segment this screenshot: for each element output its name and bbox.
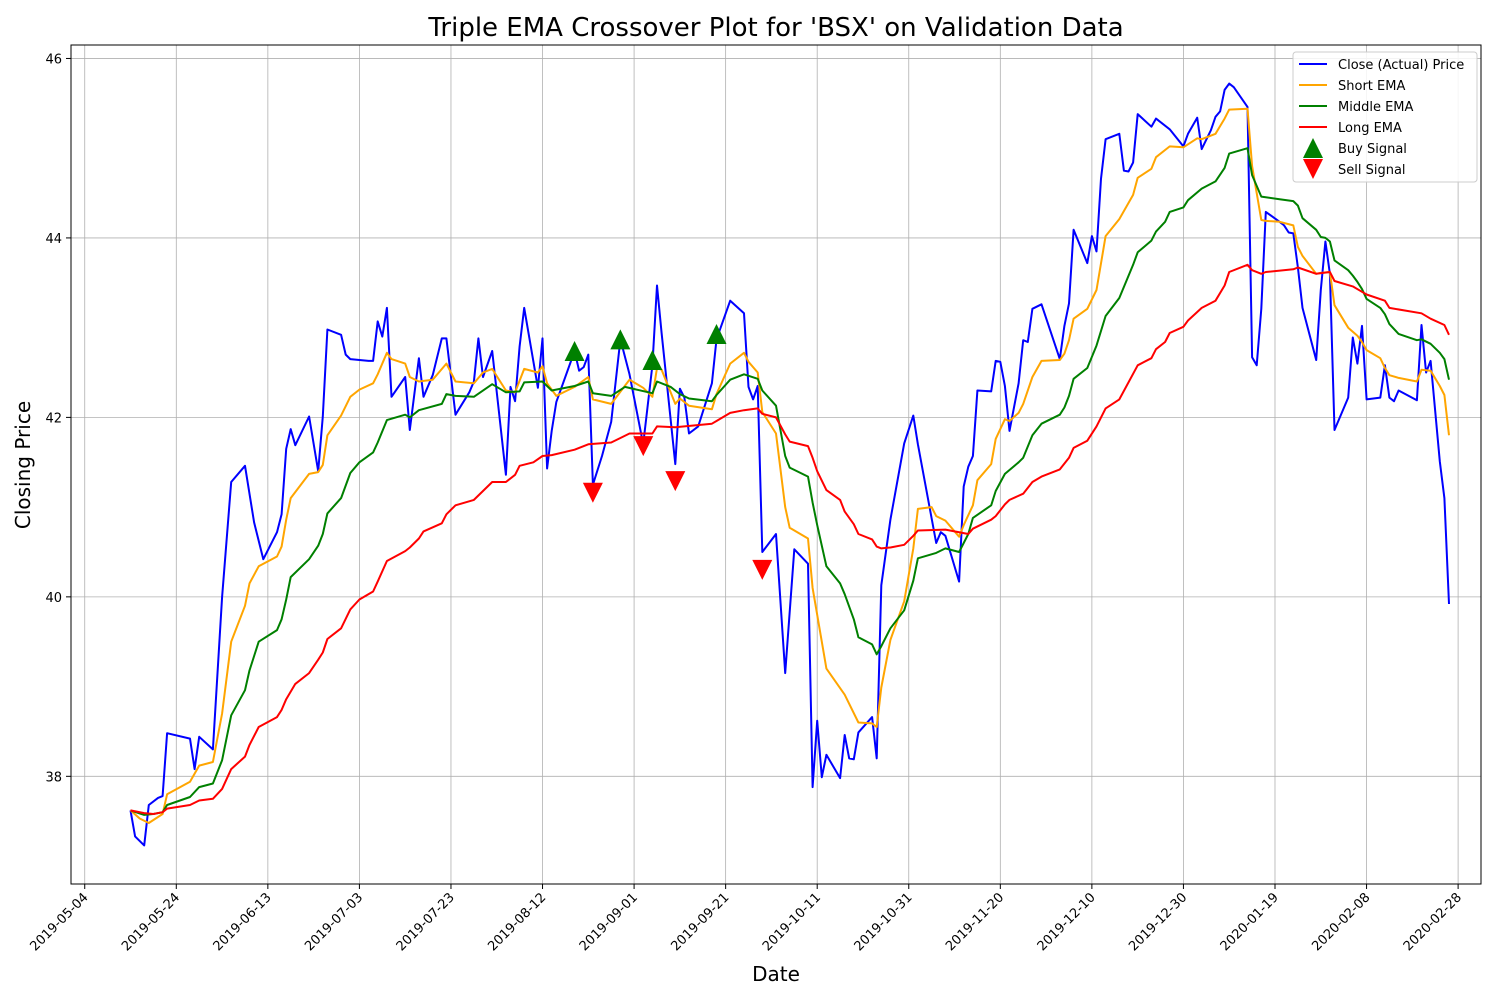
legend-label: Sell Signal xyxy=(1338,163,1406,178)
y-tick-label: 46 xyxy=(45,52,62,67)
series-lines xyxy=(129,82,1450,847)
legend-label: Long EMA xyxy=(1338,121,1402,136)
sell-signal-marker xyxy=(665,471,686,492)
y-tick-label: 44 xyxy=(45,232,62,247)
legend-marker xyxy=(1303,138,1323,158)
x-axis-title: Date xyxy=(752,962,800,986)
legend-label: Middle EMA xyxy=(1338,100,1414,115)
legend-label: Short EMA xyxy=(1338,79,1405,94)
y-axis-ticks: 38 40 42 44 46 xyxy=(45,52,71,785)
buy-signal-marker xyxy=(706,323,727,344)
sell-signal-marker xyxy=(752,559,773,580)
series-line-short-ema xyxy=(129,107,1450,824)
series-line-close-actual-price xyxy=(129,82,1450,847)
signal-markers xyxy=(564,323,773,580)
legend-box xyxy=(1292,51,1478,183)
buy-signal-marker xyxy=(610,329,631,350)
series-line-middle-ema xyxy=(130,147,1450,816)
y-tick-label: 38 xyxy=(45,770,62,785)
plot-frame xyxy=(70,44,1482,885)
series-line-long-ema xyxy=(130,263,1450,815)
y-axis-title: Closing Price xyxy=(11,401,35,529)
sell-signal-marker xyxy=(582,482,603,503)
sell-signal-marker xyxy=(633,436,654,457)
y-tick-label: 42 xyxy=(45,411,62,426)
grid-lines xyxy=(71,45,1481,884)
legend-marker xyxy=(1303,159,1323,179)
buy-signal-marker xyxy=(642,349,663,370)
buy-signal-marker xyxy=(564,340,585,361)
legend: Close (Actual) Price Short EMA Middle EMA L… xyxy=(1292,51,1478,183)
chart-title: Triple EMA Crossover Plot for 'BSX' on V… xyxy=(427,13,1123,43)
legend-label: Buy Signal xyxy=(1338,142,1407,157)
y-tick-label: 40 xyxy=(45,591,62,606)
legend-label: Close (Actual) Price xyxy=(1338,58,1464,73)
